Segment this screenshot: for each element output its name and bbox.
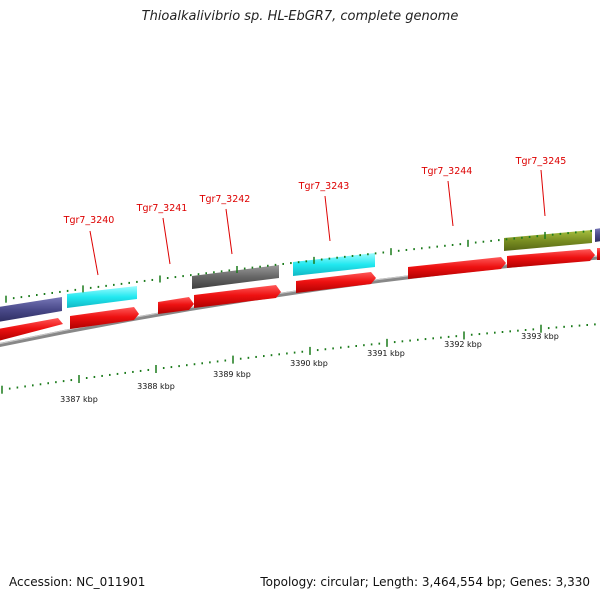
scale-label-3387: 3387 kbp (60, 395, 98, 404)
feature-purple-1[interactable] (0, 297, 62, 322)
scale-label-3392: 3392 kbp (444, 340, 482, 349)
accession-text: Accession: NC_011901 (9, 575, 146, 589)
tick-row-lower (1, 323, 596, 394)
feature-purple-2[interactable] (595, 228, 600, 242)
scale-label-3389: 3389 kbp (213, 370, 251, 379)
gene-label-tgr7-3240[interactable]: Tgr7_3240 (63, 215, 115, 226)
scale-label-3391: 3391 kbp (367, 349, 405, 358)
scale-label-3393: 3393 kbp (521, 332, 559, 341)
feature-olive-1[interactable] (504, 230, 592, 251)
tick-row-upper (5, 229, 593, 303)
gene-label-tgr7-3243[interactable]: Tgr7_3243 (298, 181, 350, 192)
cds-arrow-3[interactable] (158, 297, 194, 314)
feature-cyan-2[interactable] (293, 253, 375, 276)
scale-label-3388: 3388 kbp (137, 382, 175, 391)
gene-label-tgr7-3241[interactable]: Tgr7_3241 (136, 203, 188, 214)
gene-label-tgr7-3244[interactable]: Tgr7_3244 (421, 166, 473, 177)
cds-arrow-1[interactable] (0, 318, 63, 341)
genome-summary-text: Topology: circular; Length: 3,464,554 bp… (260, 575, 590, 589)
cds-arrow-6[interactable] (408, 257, 506, 279)
scale-label-3390: 3390 kbp (290, 359, 328, 368)
gene-label-tgr7-3245[interactable]: Tgr7_3245 (515, 156, 567, 167)
map-title: Thioalkalivibrio sp. HL-EbGR7, complete … (141, 9, 459, 24)
cds-arrow-8[interactable] (597, 248, 600, 260)
cds-arrow-4[interactable] (194, 285, 281, 308)
feature-cyan-1[interactable] (67, 286, 137, 308)
gene-label-leaders (89, 169, 546, 276)
cds-arrow-5[interactable] (296, 272, 376, 293)
feature-gray-1[interactable] (192, 265, 279, 289)
cds-arrow-7[interactable] (507, 249, 595, 268)
cds-arrow-2[interactable] (70, 307, 139, 329)
gene-label-tgr7-3242[interactable]: Tgr7_3242 (199, 194, 251, 205)
